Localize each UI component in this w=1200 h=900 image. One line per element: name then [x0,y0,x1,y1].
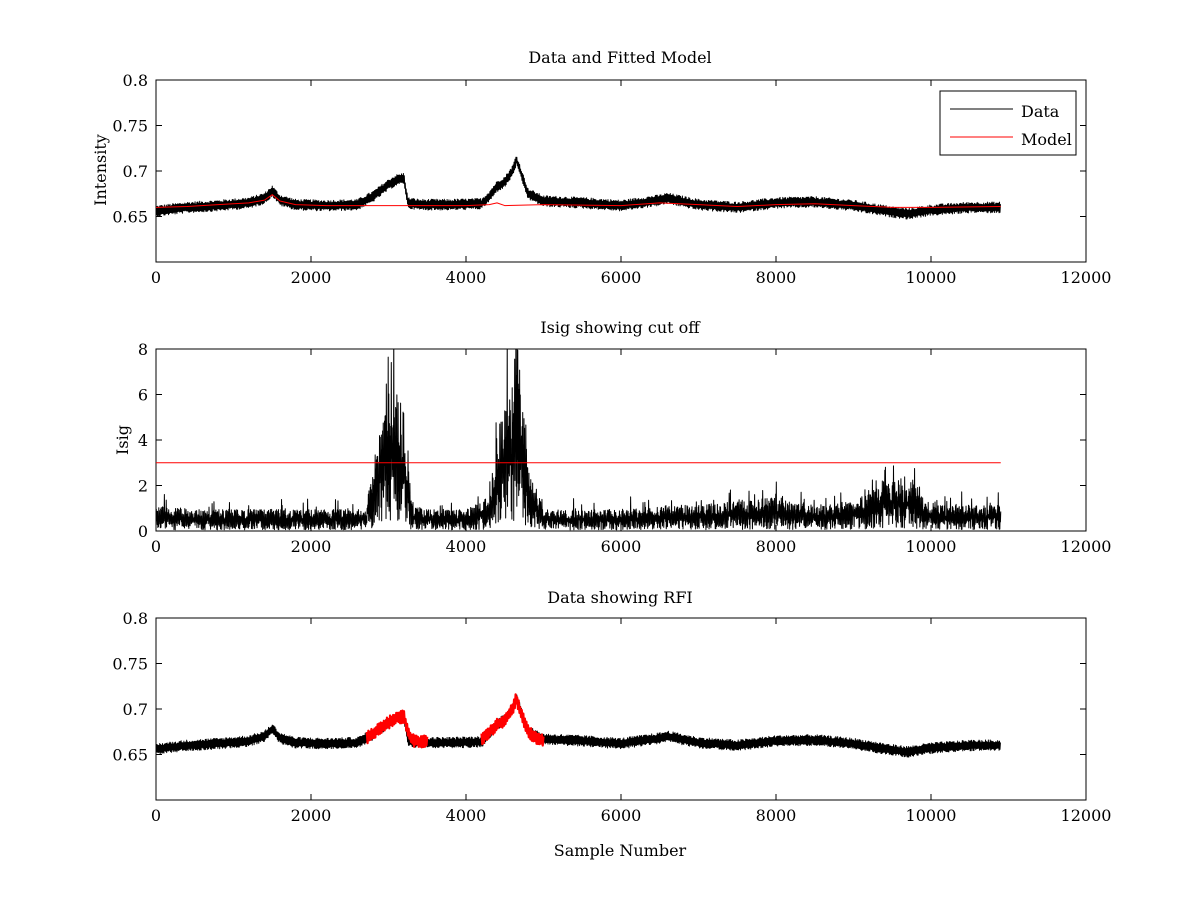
x-tick-label: 10000 [906,806,957,825]
x-tick-label: 0 [151,537,161,556]
x-tick-label: 8000 [756,537,797,556]
panel-data-and-fitted-model: Data and Fitted Model Intensity 0 2000 400… [91,48,1111,287]
y-tick-label: 0.7 [123,700,148,719]
legend: Data Model [939,90,1077,156]
x-tick-label: 12000 [1061,537,1112,556]
y-tick-label: 0.8 [123,609,148,628]
y-tick-label: 4 [138,431,148,450]
data-series-line [156,694,1001,758]
panel-1-ylabel: Intensity [91,134,110,206]
x-tick-label: 8000 [756,806,797,825]
x-tick-label: 8000 [756,268,797,287]
panel-isig-showing-cut-off: Isig showing cut off Isig 0 2000 4000 6000 8… [113,318,1111,556]
legend-label-data: Data [1021,102,1060,121]
x-tick-label: 12000 [1061,268,1112,287]
model-series-line [156,194,1001,208]
y-tick-label: 0.7 [123,162,148,181]
plot-area-frame [155,348,1087,532]
panel-3-xlabel: Sample Number [554,841,687,860]
x-tick-label: 2000 [291,268,332,287]
x-tick-label: 4000 [446,806,487,825]
highlight-series-line [365,709,429,749]
panel-2-title: Isig showing cut off [540,318,701,337]
x-tick-label: 0 [151,268,161,287]
panel-3-plot: 0 2000 4000 6000 8000 10000 12000 0.65 0.7 0.75 0.… [112,609,1111,825]
x-tick-label: 10000 [906,537,957,556]
x-tick-label: 4000 [446,268,487,287]
y-tick-label: 0.8 [123,71,148,90]
panel-1-title: Data and Fitted Model [528,48,711,67]
data-series-line [156,156,1001,220]
panel-2-ylabel: Isig [113,425,132,455]
series-group [156,349,1002,531]
panel-1-plot: 0 2000 4000 6000 8000 10000 12000 0.65 0.7 0.75 0.… [112,71,1111,287]
x-tick-label: 2000 [291,537,332,556]
x-tick-label: 6000 [601,268,642,287]
y-tick-label: 2 [138,477,148,496]
x-tick-label: 12000 [1061,806,1112,825]
panel-2-plot: 0 2000 4000 6000 8000 10000 12000 0 2 4 6 8 [138,340,1112,556]
data-series-line [156,349,1002,531]
y-tick-label: 0.75 [112,655,148,674]
plot-area-frame [155,617,1087,801]
x-tick-label: 6000 [601,806,642,825]
y-tick-label: 0 [138,522,148,541]
y-tick-label: 0.65 [112,208,148,227]
x-tick-label: 10000 [906,268,957,287]
plot-area-frame [155,79,1087,263]
x-tick-label: 6000 [601,537,642,556]
y-tick-label: 8 [138,340,148,359]
highlight-series-line [480,693,545,747]
x-tick-label: 4000 [446,537,487,556]
series-group [156,156,1001,220]
panel-data-showing-rfi: Data showing RFI Sample Number 0 2000 4000… [112,588,1111,860]
legend-label-model: Model [1021,130,1072,149]
y-tick-label: 0.75 [112,117,148,136]
y-tick-label: 6 [138,386,148,405]
series-group [156,693,1001,758]
y-tick-label: 0.65 [112,746,148,765]
x-tick-label: 2000 [291,806,332,825]
x-tick-label: 0 [151,806,161,825]
panel-3-title: Data showing RFI [547,588,692,607]
legend-box [939,90,1077,156]
